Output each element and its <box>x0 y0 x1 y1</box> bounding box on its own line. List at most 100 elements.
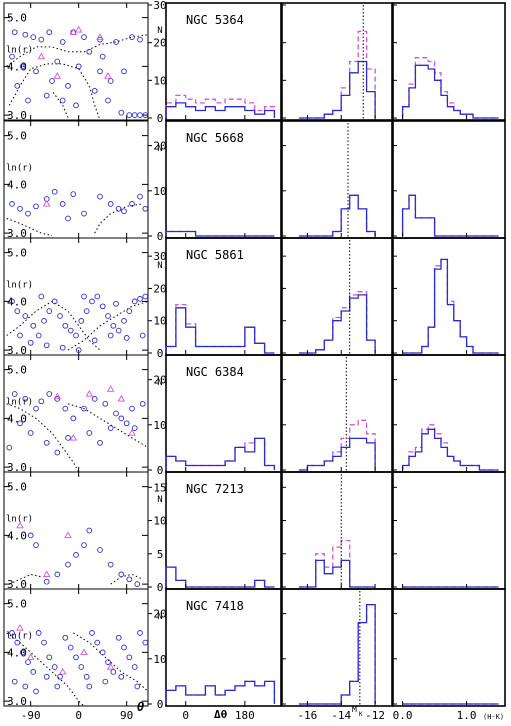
lnr-tick-label: 4.0 <box>7 646 27 659</box>
region-circle-marker <box>102 678 109 685</box>
region-circle-marker <box>121 208 127 215</box>
spiral-arm-curve <box>6 300 101 351</box>
region-circle-marker <box>43 673 50 680</box>
region-triangle-marker <box>26 653 35 660</box>
region-circle-marker <box>30 322 37 329</box>
hk-dashed-histogram <box>401 424 499 471</box>
region-circle-marker <box>126 308 133 314</box>
region-circle-marker <box>131 298 138 305</box>
region-circle-marker <box>73 332 79 339</box>
region-circle-marker <box>25 210 31 217</box>
region-circle-marker <box>121 68 127 75</box>
lnr-tick-label: 4.0 <box>7 412 27 425</box>
region-circle-marker <box>6 444 13 451</box>
region-circle-marker <box>14 308 21 314</box>
region-circle-marker <box>54 449 61 456</box>
x-label-mk: M <box>352 705 357 714</box>
region-circle-marker <box>142 293 149 300</box>
dtheta-tick-label: 0 <box>182 709 189 722</box>
region-triangle-marker <box>53 72 62 79</box>
region-circle-marker <box>134 683 141 690</box>
region-circle-marker <box>54 58 61 65</box>
region-circle-marker <box>99 649 106 656</box>
panel-frame <box>392 237 506 356</box>
region-circle-marker <box>27 339 34 346</box>
x-label-theta: θ <box>137 700 145 714</box>
mk-dashed-histogram <box>298 30 376 119</box>
region-circle-marker <box>14 639 21 646</box>
dtheta-dashed-histogram <box>165 230 275 237</box>
galaxy-name: NGC 7213 <box>186 482 244 496</box>
region-circle-marker <box>46 654 53 661</box>
x-label-mk-sub: K <box>359 711 363 718</box>
lnr-tick-label: 5.0 <box>7 598 27 611</box>
region-circle-marker <box>33 405 39 412</box>
region-circle-marker <box>81 210 87 217</box>
galaxy-row: 3.0 4.0 5.0 ln(r) 0 10 20 30 N NGC 5364 <box>3 0 506 125</box>
region-circle-marker <box>110 669 117 675</box>
region-circle-marker <box>41 639 47 646</box>
galaxy-name: NGC 5364 <box>186 13 244 27</box>
region-circle-marker <box>25 97 31 104</box>
region-circle-marker <box>33 542 39 548</box>
region-circle-marker <box>38 293 45 300</box>
region-circle-marker <box>91 396 98 402</box>
hk-tick-label: 0.0 <box>393 709 413 722</box>
region-triangle-marker <box>16 521 24 529</box>
panel-frame <box>281 237 393 356</box>
region-circle-marker <box>27 532 34 539</box>
lnr-axis-label: ln(r) <box>6 45 33 55</box>
region-circle-marker <box>43 92 50 99</box>
region-circle-marker <box>94 639 101 646</box>
spiral-arm-curve <box>9 573 42 585</box>
theta-tick-label: 90 <box>120 709 133 722</box>
region-circle-marker <box>118 415 125 422</box>
region-triangle-marker <box>128 429 136 436</box>
region-circle-marker <box>97 547 103 553</box>
n-axis-label: N <box>157 261 162 271</box>
n-tick-label: 30 <box>153 250 166 263</box>
region-circle-marker <box>113 39 119 45</box>
region-circle-marker <box>91 337 98 344</box>
dtheta-dashed-histogram <box>165 303 275 354</box>
region-circle-marker <box>81 293 87 300</box>
region-circle-marker <box>134 581 141 587</box>
region-circle-marker <box>70 415 77 422</box>
n-tick-label: 30 <box>153 0 166 12</box>
region-circle-marker <box>97 193 103 200</box>
region-circle-marker <box>11 678 18 685</box>
region-circle-marker <box>137 193 143 200</box>
lnr-tick-label: 3.0 <box>7 109 27 122</box>
region-circle-marker <box>107 561 114 568</box>
region-circle-marker <box>113 410 119 417</box>
region-circle-marker <box>27 430 34 436</box>
dtheta-solid-histogram <box>165 102 276 118</box>
galaxy-name: NGC 5861 <box>186 248 244 262</box>
region-circle-marker <box>17 420 23 427</box>
region-circle-marker <box>115 327 122 334</box>
region-circle-marker <box>73 552 79 558</box>
mk-solid-histogram <box>298 603 376 705</box>
n-tick-label: 20 <box>153 282 166 295</box>
region-circle-marker <box>81 405 87 412</box>
region-circle-marker <box>107 78 114 84</box>
region-circle-marker <box>121 318 127 324</box>
mk-solid-histogram <box>298 559 376 588</box>
lnr-axis-label: ln(r) <box>6 280 33 290</box>
region-triangle-marker <box>117 394 126 402</box>
region-circle-marker <box>86 527 93 534</box>
region-circle-marker <box>22 683 29 690</box>
region-circle-marker <box>97 68 103 75</box>
region-circle-marker <box>9 630 15 636</box>
region-circle-marker <box>9 201 15 207</box>
region-circle-marker <box>59 39 66 45</box>
region-circle-marker <box>30 669 37 675</box>
region-circle-marker <box>105 313 111 319</box>
region-circle-marker <box>73 654 79 661</box>
panel-frame <box>281 471 393 590</box>
region-circle-marker <box>86 683 93 690</box>
region-circle-marker <box>131 664 138 670</box>
lnr-tick-label: 4.0 <box>7 178 27 191</box>
region-triangle-marker <box>74 25 83 33</box>
